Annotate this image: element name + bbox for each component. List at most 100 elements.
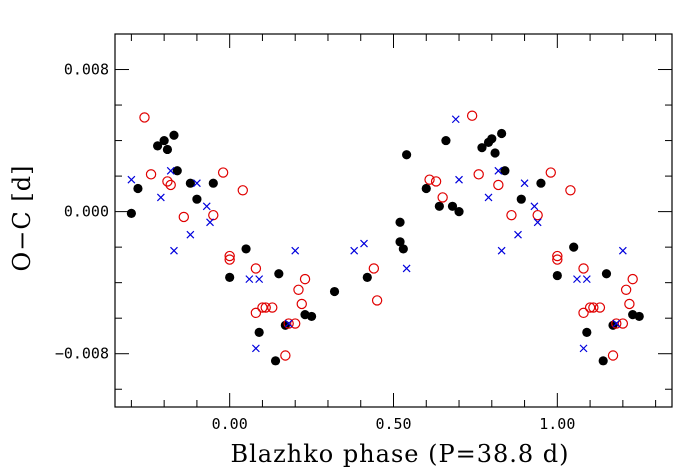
cross-stroke	[579, 344, 588, 353]
cross-point	[251, 344, 260, 353]
cross-point	[494, 166, 503, 175]
filled-circle-point	[552, 270, 562, 281]
filled-circle-point	[490, 148, 500, 158]
cross-point	[156, 193, 165, 202]
filled-circle-point	[241, 244, 251, 254]
filled-circle-point	[434, 201, 444, 211]
filled-circle-point	[126, 208, 136, 218]
tick-labels: 0.00 0.50 1.00 0.008 0.000 −0.008	[55, 61, 576, 433]
open-circle-point	[588, 302, 599, 313]
cross-stroke	[170, 246, 178, 255]
filled-circle-point	[169, 130, 179, 140]
open-circle-point	[237, 185, 248, 196]
open-circle-point	[296, 298, 307, 310]
open-circle-point	[260, 302, 271, 313]
cross-stroke	[455, 175, 463, 184]
filled-circle-point	[398, 244, 408, 254]
filled-circle-point	[152, 141, 163, 151]
open-circle-point	[578, 307, 589, 319]
cross-stroke	[360, 239, 368, 248]
cross-point	[612, 319, 621, 328]
open-circle-point	[493, 179, 504, 191]
cross-stroke	[451, 115, 460, 124]
cross-stroke	[206, 218, 214, 227]
open-circle-point	[473, 169, 484, 180]
cross-point	[533, 218, 542, 227]
cross-point	[579, 344, 588, 353]
open-circle-point	[584, 302, 596, 313]
cross-stroke	[618, 246, 627, 255]
cross-point	[291, 246, 300, 255]
open-circle-point	[165, 179, 176, 191]
cross-point	[402, 264, 411, 273]
cross-stroke	[156, 193, 165, 202]
cross-point	[245, 275, 254, 284]
open-circle-point	[250, 307, 262, 319]
open-circle-point	[552, 254, 563, 265]
cross-point	[497, 246, 506, 255]
open-circle-point	[607, 350, 619, 361]
cross-point	[455, 175, 463, 184]
plot-area: 0.00 0.50 1.00 0.008 0.000 −0.008	[55, 33, 673, 433]
tick-marks	[115, 34, 672, 407]
cross-stroke	[612, 319, 621, 328]
cross-stroke	[530, 202, 539, 211]
cross-stroke	[514, 230, 522, 239]
filled-circle-point	[172, 166, 182, 176]
x-tick-label: 0.50	[375, 415, 411, 433]
filled-circle-point	[536, 178, 546, 188]
open-circle-point	[250, 263, 262, 274]
cross-point	[206, 218, 214, 227]
open-circle-point	[424, 174, 435, 185]
open-circle-point	[283, 318, 294, 329]
filled-circle-point	[601, 269, 612, 279]
cross-stroke	[166, 166, 175, 175]
cross-stroke	[186, 230, 195, 239]
data-markers	[126, 110, 644, 366]
filled-circle-point	[441, 135, 451, 146]
cross-point	[530, 202, 539, 211]
x-axis-label: Blazhko phase (P=38.8 d)	[230, 440, 569, 468]
open-circle-point	[299, 273, 311, 285]
cross-stroke	[127, 175, 136, 184]
open-circle-point	[437, 192, 448, 203]
cross-stroke	[350, 246, 359, 255]
filled-circle-point	[477, 143, 487, 153]
cross-point	[192, 179, 201, 188]
open-circle-point	[217, 167, 229, 178]
cross-stroke	[497, 246, 506, 255]
cross-point	[514, 230, 522, 239]
axes-frame	[114, 33, 673, 408]
filled-circle-point	[402, 150, 412, 160]
open-circle-point	[208, 209, 219, 221]
cross-point	[451, 115, 460, 124]
filled-circle-point	[487, 134, 497, 144]
open-circle-point	[139, 112, 150, 123]
x-tick-label: 1.00	[539, 415, 575, 433]
filled-circle-point	[634, 311, 644, 322]
cross-point	[166, 166, 175, 175]
open-circle-point	[145, 169, 157, 180]
open-circle-point	[532, 209, 543, 221]
open-circle-point	[178, 211, 190, 223]
filled-circle-point	[270, 356, 281, 366]
open-circle-point	[611, 318, 622, 329]
open-circle-point	[627, 273, 638, 285]
cross-stroke	[582, 275, 591, 284]
cross-point	[360, 239, 368, 248]
cross-point	[127, 175, 136, 184]
y-tick-label: 0.000	[64, 203, 109, 221]
open-circle-point	[257, 302, 268, 313]
open-circle-point	[293, 284, 304, 295]
cross-point	[284, 319, 293, 328]
filled-circle-point	[582, 327, 592, 337]
cross-point	[255, 275, 264, 284]
open-circle-point	[267, 302, 278, 313]
open-circle-point	[545, 167, 556, 178]
cross-point	[186, 230, 195, 239]
y-tick-label: −0.008	[55, 345, 109, 363]
cross-stroke	[494, 166, 503, 175]
open-circle-point	[224, 250, 235, 262]
cross-stroke	[284, 319, 293, 328]
